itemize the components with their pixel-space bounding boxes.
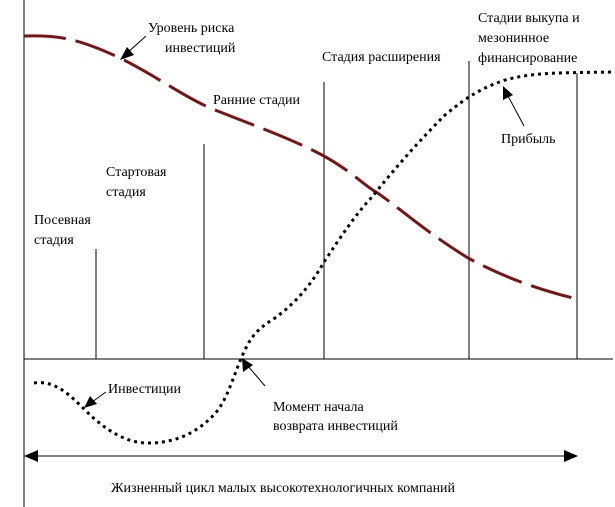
stage-label-buyout: Стадии выкупа и мезонинное финансировани… xyxy=(478,11,583,66)
profit-label-arrow xyxy=(507,95,525,127)
lifecycle-caption: Жизненный цикл малых высокотехнологичных… xyxy=(111,481,456,496)
profit-curve xyxy=(33,70,614,445)
investments-curve-label: Инвестиции xyxy=(108,382,182,397)
stage-label-seed: Посевная стадия xyxy=(34,213,94,248)
profit-label-arrowhead xyxy=(503,86,513,100)
stage-label-expansion: Стадия расширения xyxy=(322,50,441,65)
stage-label-startup: Стартовая стадия xyxy=(106,165,170,200)
investments-label-arrowhead xyxy=(84,396,97,408)
investments-label-arrow xyxy=(91,391,107,403)
risk-label-arrowhead xyxy=(120,47,134,60)
payback-label-arrow xyxy=(247,365,266,387)
risk-curve xyxy=(23,34,578,301)
lifecycle-arrow-left-head xyxy=(24,450,38,462)
payback-label-arrowhead xyxy=(242,358,253,372)
risk-curve-label: Уровень риска инвестиций xyxy=(148,21,238,56)
profit-curve-label: Прибыль xyxy=(501,132,556,147)
payback-moment-label: Момент начала возврата инвестиций xyxy=(273,400,398,434)
stage-label-early: Ранние стадии xyxy=(213,93,301,108)
lifecycle-arrow-right-head xyxy=(564,450,578,462)
